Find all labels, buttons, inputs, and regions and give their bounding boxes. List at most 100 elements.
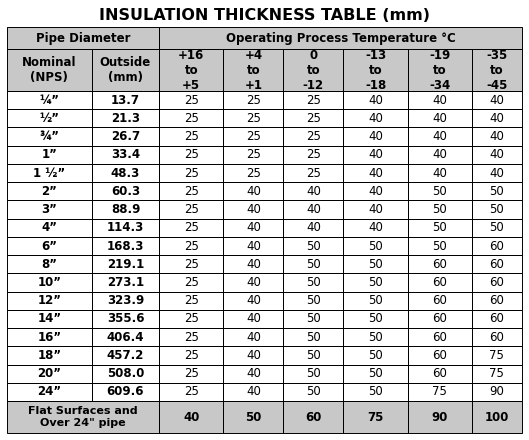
Bar bbox=[92, 237, 159, 255]
Text: 609.6: 609.6 bbox=[107, 385, 144, 398]
Bar bbox=[407, 273, 472, 292]
Text: 14”: 14” bbox=[37, 312, 61, 326]
Text: 60: 60 bbox=[305, 411, 322, 424]
Bar bbox=[7, 109, 92, 128]
Bar bbox=[343, 310, 407, 328]
Text: ¾”: ¾” bbox=[39, 130, 59, 143]
Text: 25: 25 bbox=[246, 112, 261, 125]
Bar bbox=[7, 328, 92, 346]
Text: 25: 25 bbox=[184, 148, 199, 161]
Bar bbox=[7, 27, 159, 49]
Bar bbox=[7, 182, 92, 200]
Text: 25: 25 bbox=[246, 94, 261, 106]
Bar bbox=[407, 401, 472, 433]
Text: 168.3: 168.3 bbox=[107, 239, 144, 253]
Bar bbox=[223, 237, 284, 255]
Text: 40: 40 bbox=[432, 112, 447, 125]
Bar bbox=[92, 346, 159, 364]
Text: 50: 50 bbox=[432, 203, 447, 216]
Bar bbox=[284, 255, 343, 273]
Bar bbox=[92, 49, 159, 91]
Bar bbox=[159, 401, 223, 433]
Bar bbox=[159, 328, 223, 346]
Bar bbox=[472, 364, 522, 383]
Bar bbox=[159, 91, 223, 109]
Bar bbox=[284, 200, 343, 219]
Text: 40: 40 bbox=[368, 112, 383, 125]
Bar bbox=[159, 273, 223, 292]
Bar bbox=[92, 182, 159, 200]
Text: 40: 40 bbox=[432, 130, 447, 143]
Bar bbox=[472, 182, 522, 200]
Bar bbox=[407, 182, 472, 200]
Text: Nominal
(NPS): Nominal (NPS) bbox=[22, 56, 77, 84]
Bar bbox=[284, 237, 343, 255]
Bar bbox=[284, 383, 343, 401]
Bar bbox=[284, 328, 343, 346]
Bar bbox=[223, 128, 284, 146]
Bar bbox=[92, 49, 159, 91]
Text: 60: 60 bbox=[489, 239, 504, 253]
Text: 13.7: 13.7 bbox=[111, 94, 140, 106]
Text: 40: 40 bbox=[368, 221, 383, 234]
Text: 24”: 24” bbox=[37, 385, 61, 398]
Text: 50: 50 bbox=[306, 312, 321, 326]
Bar bbox=[223, 273, 284, 292]
Bar bbox=[7, 91, 92, 109]
Bar bbox=[407, 310, 472, 328]
Bar bbox=[472, 255, 522, 273]
Bar bbox=[92, 219, 159, 237]
Bar bbox=[7, 49, 92, 91]
Text: 25: 25 bbox=[306, 148, 321, 161]
Bar bbox=[343, 383, 407, 401]
Bar bbox=[92, 200, 159, 219]
Text: 40: 40 bbox=[246, 385, 261, 398]
Bar bbox=[407, 364, 472, 383]
Text: 40: 40 bbox=[246, 367, 261, 380]
Bar bbox=[284, 346, 343, 364]
Text: 0
to
-12: 0 to -12 bbox=[303, 48, 324, 92]
Bar bbox=[343, 49, 407, 91]
Bar bbox=[159, 401, 223, 433]
Text: 40: 40 bbox=[306, 221, 321, 234]
Bar bbox=[223, 219, 284, 237]
Bar bbox=[472, 164, 522, 182]
Bar bbox=[223, 146, 284, 164]
Bar bbox=[343, 255, 407, 273]
Bar bbox=[223, 255, 284, 273]
Text: 40: 40 bbox=[246, 221, 261, 234]
Bar bbox=[284, 49, 343, 91]
Text: 60: 60 bbox=[432, 331, 447, 344]
Bar bbox=[343, 364, 407, 383]
Text: 50: 50 bbox=[368, 239, 383, 253]
Bar bbox=[343, 200, 407, 219]
Bar bbox=[159, 27, 522, 49]
Bar bbox=[472, 383, 522, 401]
Text: 40: 40 bbox=[368, 94, 383, 106]
Text: 40: 40 bbox=[489, 112, 504, 125]
Text: 75: 75 bbox=[432, 385, 447, 398]
Bar bbox=[159, 128, 223, 146]
Text: 50: 50 bbox=[306, 294, 321, 307]
Bar bbox=[472, 91, 522, 109]
Text: 40: 40 bbox=[306, 203, 321, 216]
Bar bbox=[407, 109, 472, 128]
Bar bbox=[159, 49, 223, 91]
Bar bbox=[7, 364, 92, 383]
Text: 60: 60 bbox=[432, 312, 447, 326]
Text: 50: 50 bbox=[368, 331, 383, 344]
Text: 40: 40 bbox=[489, 94, 504, 106]
Bar bbox=[472, 346, 522, 364]
Bar bbox=[92, 255, 159, 273]
Bar bbox=[159, 164, 223, 182]
Bar bbox=[407, 91, 472, 109]
Bar bbox=[92, 109, 159, 128]
Bar bbox=[343, 401, 407, 433]
Text: 20”: 20” bbox=[38, 367, 61, 380]
Text: 40: 40 bbox=[432, 167, 447, 180]
Bar bbox=[223, 164, 284, 182]
Text: 355.6: 355.6 bbox=[107, 312, 144, 326]
Text: 50: 50 bbox=[368, 258, 383, 271]
Bar bbox=[92, 310, 159, 328]
Text: 50: 50 bbox=[432, 221, 447, 234]
